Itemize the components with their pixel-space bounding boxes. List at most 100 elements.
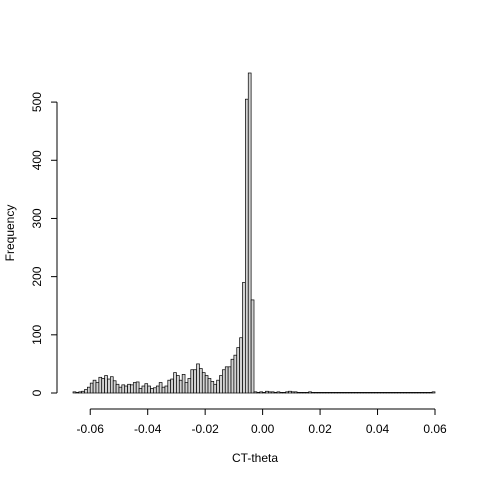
histogram-bar	[127, 383, 131, 394]
histogram-bar	[428, 392, 433, 394]
histogram-bar	[282, 392, 286, 394]
histogram-bar	[253, 391, 258, 394]
histogram-bar	[377, 392, 381, 394]
histogram-bar	[161, 386, 166, 394]
histogram-bar	[397, 392, 401, 394]
histogram-bar	[311, 392, 315, 394]
histogram-bar	[305, 392, 309, 394]
y-tick-label: 0	[30, 389, 44, 396]
histogram-bar	[411, 392, 416, 394]
x-axis-title: CT-theta	[232, 451, 278, 465]
histogram-bar	[403, 392, 407, 394]
histogram-bar	[115, 383, 120, 394]
histogram-bar	[98, 376, 103, 394]
histogram-bar	[141, 385, 146, 394]
histogram-bar	[72, 391, 77, 394]
histogram-bar	[107, 378, 111, 394]
histogram-bar	[368, 392, 373, 394]
histogram-bar	[170, 378, 174, 394]
histogram-bar	[276, 391, 281, 394]
histogram-bar	[173, 372, 177, 394]
histogram-bar	[414, 392, 419, 394]
histogram-bar	[316, 392, 321, 394]
histogram-bar	[374, 392, 378, 394]
histogram-bar	[176, 375, 180, 394]
histogram-bar	[273, 392, 278, 394]
y-tick-label: 500	[30, 92, 44, 112]
histogram-bar	[89, 382, 94, 394]
histogram-bar	[362, 392, 367, 394]
histogram-bar	[75, 392, 80, 394]
histogram-bar	[181, 374, 186, 394]
histogram-bar	[391, 392, 396, 394]
histogram-bar	[385, 392, 390, 394]
histogram-bar	[265, 390, 269, 394]
histogram-bar	[201, 372, 206, 394]
histogram-bar	[190, 369, 195, 394]
histogram-bar	[408, 392, 413, 394]
histogram-bar	[431, 391, 436, 394]
histogram-bar	[187, 378, 192, 394]
y-tick-label: 300	[30, 208, 44, 228]
histogram-bar	[426, 392, 430, 394]
histogram-bar	[81, 390, 85, 394]
histogram-bar	[334, 392, 338, 394]
histogram-bar	[359, 392, 364, 394]
histogram-bar	[153, 387, 157, 394]
histogram-bar	[313, 392, 318, 394]
histogram-bar	[216, 379, 220, 394]
histogram-bar	[144, 383, 149, 394]
histogram-bar	[158, 382, 163, 394]
x-axis: -0.06 -0.04 -0.02 0.00 0.02 0.04 0.06	[77, 408, 447, 436]
histogram-bar	[245, 98, 249, 394]
histogram-bar	[184, 382, 189, 394]
histogram-bar	[299, 392, 304, 394]
histogram-bar	[420, 392, 424, 394]
histogram-bar	[230, 358, 235, 394]
histogram-bar	[394, 392, 398, 394]
histogram-bar	[147, 385, 151, 394]
histogram-bar	[204, 375, 209, 394]
histogram-bar	[322, 392, 327, 394]
histogram-bar	[112, 380, 117, 394]
histogram-bar	[104, 375, 108, 394]
histogram-bar	[288, 390, 292, 394]
y-tick-label: 400	[30, 150, 44, 170]
histogram-bar	[84, 389, 88, 394]
histogram-bar	[351, 392, 355, 394]
histogram-bar	[308, 391, 312, 394]
histogram-bar	[331, 392, 335, 394]
histogram-bar	[388, 392, 393, 394]
histogram-bar	[293, 391, 298, 394]
histogram-bar	[296, 392, 301, 394]
histogram-bar	[213, 383, 217, 394]
histogram-bar	[250, 299, 255, 394]
histogram-bar	[118, 386, 123, 394]
histogram-bar	[222, 369, 226, 394]
histogram-bar	[92, 379, 97, 394]
x-tick-label: 0.06	[423, 422, 447, 436]
histogram-bar	[219, 375, 223, 394]
histogram-bar	[78, 391, 82, 394]
histogram-bar	[345, 392, 350, 394]
histogram-bar	[164, 385, 169, 394]
histogram-bar	[325, 392, 330, 394]
histogram-bar	[150, 388, 154, 394]
histogram-bar	[193, 369, 197, 394]
histogram-bar	[423, 392, 427, 394]
histogram-bar	[380, 392, 384, 394]
histogram-bar	[239, 337, 243, 394]
histogram-bar	[319, 392, 324, 394]
histogram-bar	[371, 392, 376, 394]
y-tick-label: 100	[30, 324, 44, 344]
histogram-bar	[268, 391, 272, 394]
y-axis-title: Frequency	[3, 205, 17, 262]
histogram-bar	[87, 386, 91, 394]
histogram-bar	[199, 368, 203, 394]
histogram-bar	[354, 392, 358, 394]
histogram-bar	[210, 381, 215, 394]
histogram-bar	[400, 392, 404, 394]
histogram-bar	[224, 366, 229, 394]
x-tick-label: -0.06	[77, 422, 105, 436]
